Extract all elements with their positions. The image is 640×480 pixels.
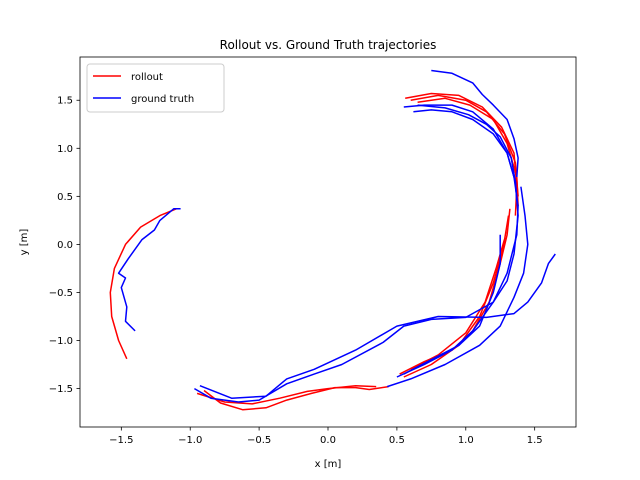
ground-truth-line-14 xyxy=(396,109,519,378)
y-axis: −1.5 −1.0 −0.5 0.0 0.5 1.0 1.5 xyxy=(49,96,80,395)
y-tick-label: 0.5 xyxy=(57,192,73,203)
x-tick-label: 0.0 xyxy=(320,435,336,446)
x-tick-label: 1.5 xyxy=(527,435,543,446)
y-tick-label: 0.0 xyxy=(57,240,73,251)
x-tick-label: −1.5 xyxy=(109,435,133,446)
y-tick-label: 1.0 xyxy=(57,144,73,155)
ground-truth-line-15 xyxy=(431,69,519,178)
y-tick-label: 1.5 xyxy=(57,96,73,107)
ground-truth-line-12 xyxy=(386,186,529,388)
y-tick-label: −0.5 xyxy=(49,288,73,299)
x-axis: −1.5 −1.0 −0.5 0.0 0.5 1.0 1.5 xyxy=(109,427,543,446)
x-tick-label: 1.0 xyxy=(458,435,474,446)
y-tick-label: −1.5 xyxy=(49,384,73,395)
x-tick-label: 0.5 xyxy=(389,435,405,446)
x-tick-label: −0.5 xyxy=(247,435,271,446)
y-tick-label: −1.0 xyxy=(49,336,73,347)
x-tick-label: −1.0 xyxy=(178,435,202,446)
legend-frame xyxy=(86,63,225,113)
ground-truth-line-9 xyxy=(117,208,181,332)
series-layer xyxy=(109,69,556,411)
rollout-line-0 xyxy=(109,208,177,360)
ground-truth-line-16 xyxy=(417,104,518,202)
legend-label-rollout: rollout xyxy=(131,72,163,83)
legend: rollout ground truth xyxy=(86,63,225,113)
ground-truth-line-10 xyxy=(194,104,519,403)
y-axis-label: y [m] xyxy=(19,229,30,256)
rollout-line-4 xyxy=(403,215,510,378)
rollout-line-2 xyxy=(196,384,377,405)
legend-label-ground-truth: ground truth xyxy=(131,94,194,105)
x-axis-label: x [m] xyxy=(315,459,342,470)
ground-truth-line-13 xyxy=(403,234,501,375)
chart-title: Rollout vs. Ground Truth trajectories xyxy=(220,38,437,52)
ground-truth-line-11 xyxy=(199,253,556,399)
rollout-line-1 xyxy=(203,385,389,411)
rollout-line-7 xyxy=(410,94,519,197)
